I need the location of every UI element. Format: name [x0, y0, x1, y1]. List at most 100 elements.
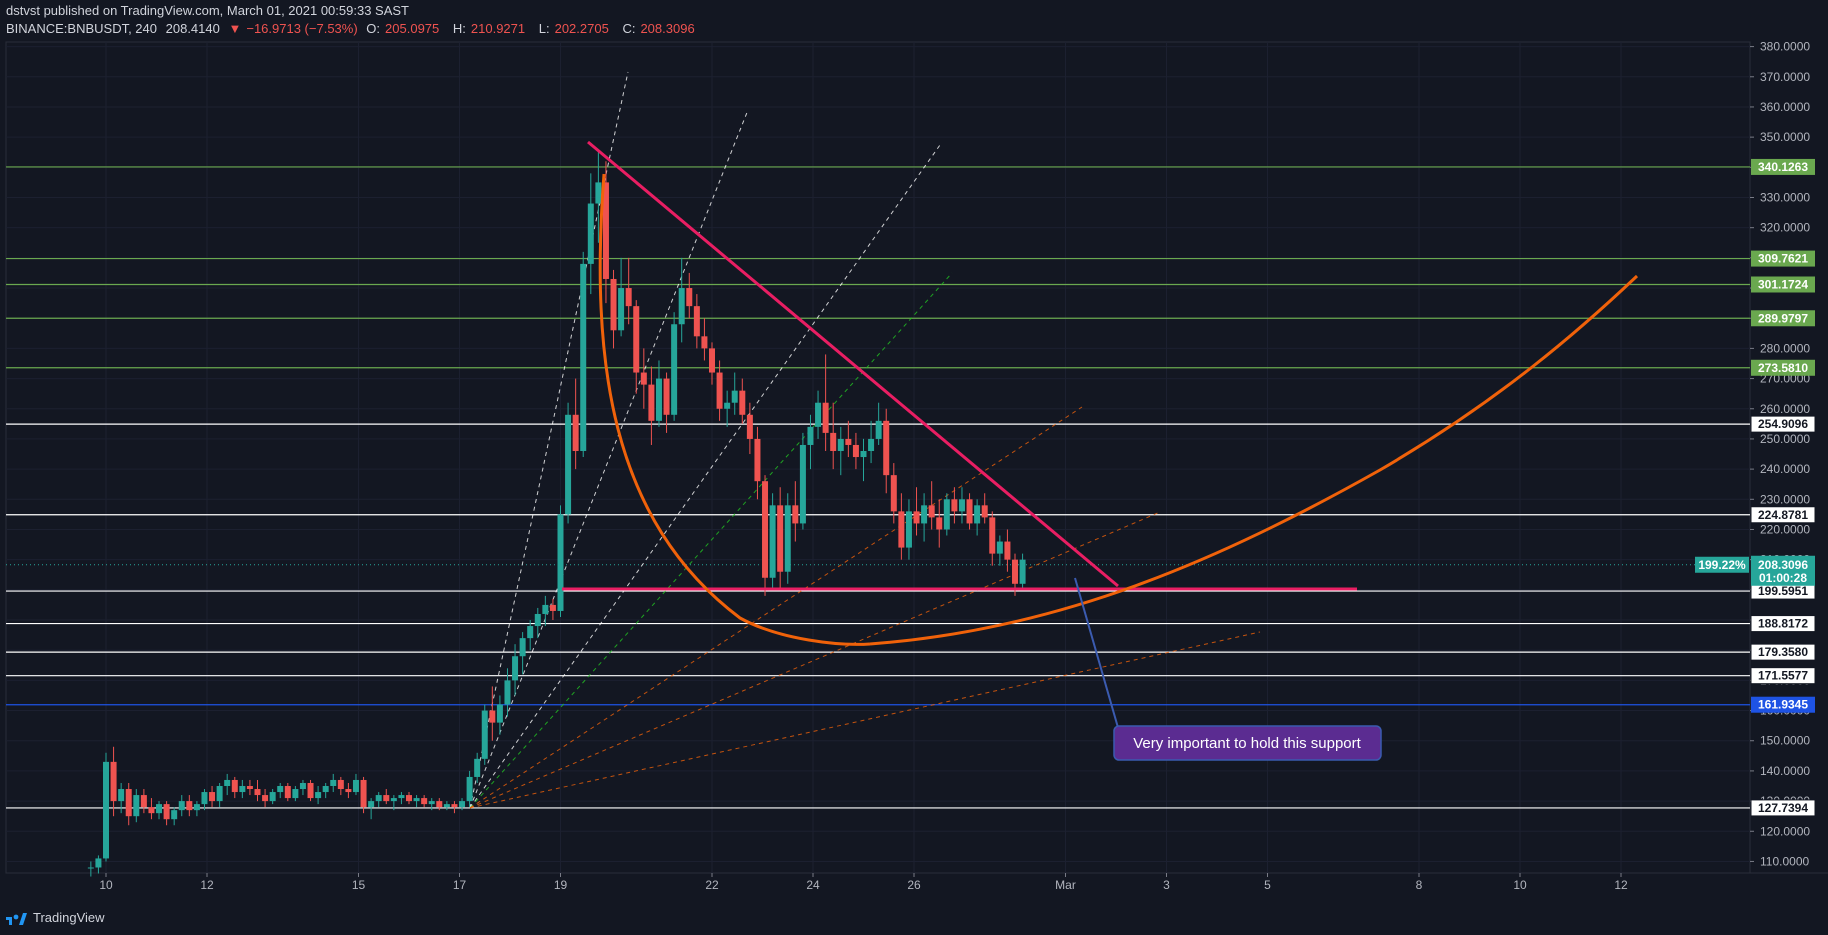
level-label: 199.5951 — [1758, 584, 1808, 598]
candle-body — [156, 804, 163, 814]
horizontal-levels — [6, 166, 1750, 809]
candle-body — [686, 288, 693, 307]
x-tick-label: 10 — [99, 878, 113, 892]
level-label-box — [1751, 276, 1815, 293]
candle-body — [239, 786, 246, 793]
candle-body — [330, 779, 337, 787]
candle-body — [981, 505, 988, 518]
callout-text: Very important to hold this support — [1133, 735, 1361, 752]
candle-body — [943, 499, 950, 530]
candle-body — [125, 789, 132, 817]
callout-pointer — [1074, 577, 1124, 746]
tradingview-logo-icon — [6, 912, 27, 925]
y-tick-label: 140.0000 — [1760, 764, 1810, 778]
publisher-line: dstvst published on TradingView.com, Mar… — [6, 3, 409, 18]
candle-body — [443, 804, 450, 808]
fan-line — [469, 272, 953, 809]
current-price-label: 208.3096 — [1758, 558, 1808, 572]
candle-body — [633, 306, 640, 373]
close-label: C: — [622, 21, 636, 36]
candle-body — [898, 511, 905, 548]
y-tick-label: 120.0000 — [1760, 824, 1810, 838]
candle-body — [519, 638, 526, 657]
candle-body — [299, 782, 306, 790]
level-label: 289.9797 — [1758, 311, 1808, 325]
candle-body — [928, 505, 935, 518]
candle-body — [277, 786, 284, 793]
candle-body — [754, 438, 761, 482]
candle-body — [383, 795, 390, 802]
candle-body — [784, 505, 791, 572]
descending-trendline — [587, 140, 1119, 588]
candle-body — [284, 786, 291, 799]
candle-body — [459, 801, 466, 808]
x-tick-label: 22 — [705, 878, 719, 892]
level-label: 224.8781 — [1758, 508, 1808, 522]
price-chart[interactable]: Very important to hold this support 110.… — [0, 0, 1828, 906]
y-tick-label: 280.0000 — [1760, 341, 1810, 355]
candle-body — [178, 801, 185, 811]
candlesticks — [87, 152, 1026, 877]
x-tick-label: 15 — [352, 878, 366, 892]
candle-body — [792, 505, 799, 524]
candle-body — [1012, 559, 1018, 584]
level-label: 188.8172 — [1758, 617, 1808, 631]
y-tick-label: 330.0000 — [1760, 190, 1810, 204]
candle-body — [209, 792, 216, 802]
candle-body — [292, 789, 299, 799]
candle-body — [436, 801, 443, 808]
high-label: H: — [452, 21, 466, 36]
candle-body — [337, 779, 344, 790]
x-tick-label: 12 — [200, 878, 214, 892]
candle-body — [565, 414, 572, 515]
candle-body — [678, 288, 685, 325]
fan-line — [469, 406, 1083, 809]
countdown-label: 01:00:28 — [1759, 571, 1807, 585]
y-tick-label: 220.0000 — [1760, 522, 1810, 536]
level-label-box — [1751, 359, 1815, 376]
symbol-label[interactable]: BINANCE:BNBUSDT, 240 — [6, 21, 157, 36]
ohlc-legend: BINANCE:BNBUSDT, 240 208.4140 ▼ −16.9713 … — [6, 21, 705, 36]
candle-body — [504, 680, 511, 705]
candle-body — [587, 203, 594, 264]
candle-body — [610, 278, 617, 331]
x-tick-label: 26 — [907, 878, 921, 892]
level-label: 301.1724 — [1758, 277, 1808, 291]
candle-body — [549, 604, 556, 611]
time-axis[interactable]: 10 12 15 17 19 22 24 26 Mar 3 5 8 10 12 — [99, 873, 1628, 892]
level-labels: 340.1263 309.7621 301.1724 289.9797 273.5810… — [1695, 158, 1816, 817]
candle-body — [201, 792, 208, 805]
candle-body — [799, 444, 806, 524]
fan-line — [469, 144, 941, 809]
level-label-box — [1751, 696, 1815, 713]
candle-body — [762, 481, 769, 578]
x-tick-label: 3 — [1163, 878, 1170, 892]
candle-body — [103, 761, 109, 859]
candle-body — [966, 499, 973, 524]
x-tick-label: 24 — [806, 878, 820, 892]
candle-body — [413, 798, 420, 802]
level-label-box — [1750, 415, 1816, 433]
candle-body — [769, 505, 776, 578]
y-tick-label: 370.0000 — [1760, 70, 1810, 84]
tradingview-logo[interactable]: TradingView — [6, 910, 105, 925]
y-tick-label: 240.0000 — [1760, 462, 1810, 476]
y-tick-label: 230.0000 — [1760, 492, 1810, 506]
candle-body — [572, 414, 579, 452]
y-tick-label: 150.0000 — [1760, 734, 1810, 748]
level-label: 161.9345 — [1758, 698, 1808, 712]
y-tick-label: 320.0000 — [1760, 221, 1810, 235]
y-tick-label: 360.0000 — [1760, 100, 1810, 114]
candle-body — [133, 795, 140, 817]
fan-line — [469, 631, 1261, 809]
candle-body — [489, 710, 496, 723]
level-label: 171.5577 — [1758, 669, 1808, 683]
candle-body — [852, 444, 859, 458]
candle-body — [701, 336, 708, 349]
x-tick-label: Mar — [1055, 878, 1076, 892]
candle-body — [315, 792, 322, 799]
level-label-box — [1750, 643, 1816, 661]
low-value: 202.2705 — [554, 21, 609, 36]
x-tick-label: 5 — [1264, 878, 1271, 892]
candle-body — [777, 505, 784, 572]
